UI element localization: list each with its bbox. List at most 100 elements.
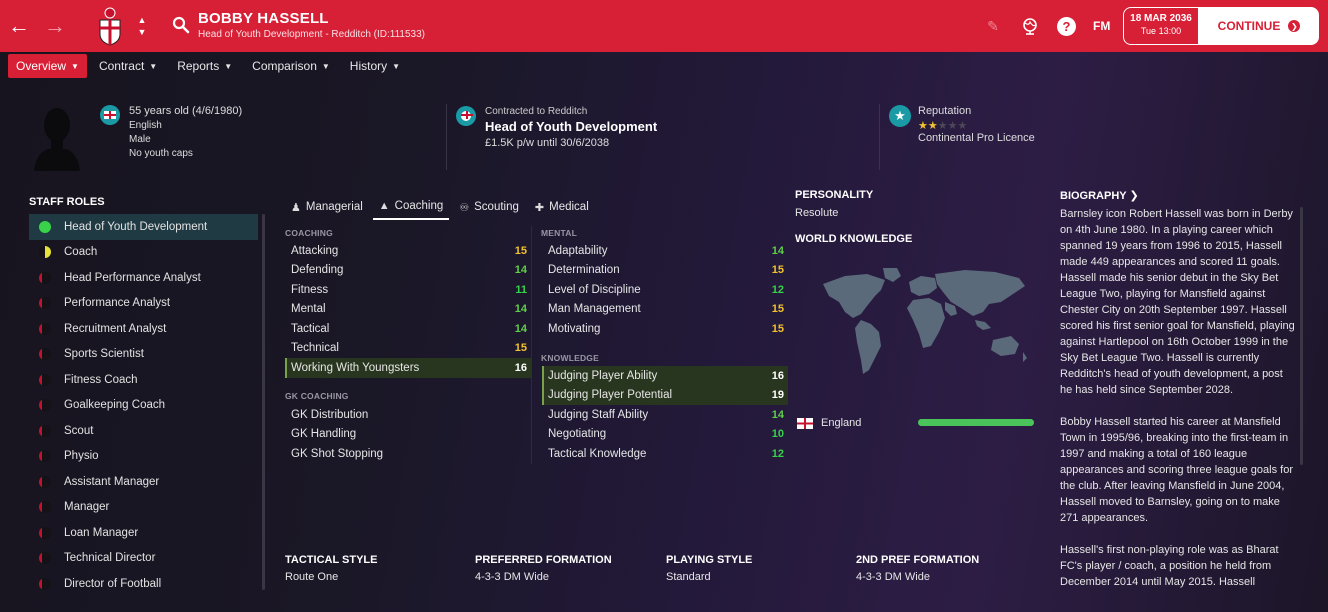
staff-role-row[interactable]: Loan Manager xyxy=(29,520,258,546)
subnav-comparison[interactable]: Comparison ▼ xyxy=(244,54,338,78)
staff-name-title: BOBBY HASSELL xyxy=(198,10,329,27)
reputation-label: Reputation xyxy=(918,105,972,117)
fm-logo[interactable]: FM xyxy=(1093,19,1111,33)
personality-title: PERSONALITY xyxy=(795,189,874,201)
tab-scouting[interactable]: ♾ Scouting xyxy=(453,194,525,220)
attribute-row[interactable]: Tactical Knowledge 12 xyxy=(542,444,788,464)
second-formation-value: 4-3-3 DM Wide xyxy=(856,571,930,583)
biography-link[interactable]: BIOGRAPHY ❯ xyxy=(1060,189,1139,202)
star-icon: ★ xyxy=(927,120,938,132)
staff-role-label: Head Performance Analyst xyxy=(64,271,201,284)
staff-role-label: Loan Manager xyxy=(64,526,139,539)
attribute-row[interactable]: Determination 15 xyxy=(542,261,788,281)
chevron-down-icon: ▼ xyxy=(224,61,233,71)
profile-divider xyxy=(879,104,880,170)
attribute-row[interactable]: Working With Youngsters 16 xyxy=(285,358,531,378)
attribute-row[interactable]: Tactical 14 xyxy=(285,319,531,339)
staff-role-label: Technical Director xyxy=(64,552,156,565)
game-date: 18 MAR 2036 xyxy=(1130,13,1192,24)
club-badge-icon xyxy=(456,106,476,126)
subnav-overview[interactable]: Overview ▼ xyxy=(8,54,87,78)
attribute-row[interactable]: Adaptability 14 xyxy=(542,241,788,261)
attribute-row[interactable]: Technical 15 xyxy=(285,339,531,359)
staff-role-row[interactable]: Goalkeeping Coach xyxy=(29,393,258,419)
role-suitability-icon xyxy=(39,552,51,565)
staff-role-row[interactable]: Technical Director xyxy=(29,546,258,572)
attribute-name: GK Distribution xyxy=(291,408,369,421)
help-icon[interactable]: ? xyxy=(1057,17,1076,36)
world-knowledge-country-row: England xyxy=(797,413,1039,433)
continue-arrow-icon: ❯ xyxy=(1288,20,1301,32)
staff-role-row[interactable]: Sports Scientist xyxy=(29,342,258,368)
pencil-icon[interactable]: ✎ xyxy=(987,17,999,34)
attribute-divider xyxy=(531,226,532,464)
game-date-box[interactable]: 18 MAR 2036 Tue 13:00 xyxy=(1123,7,1199,45)
forward-arrow-icon[interactable]: → xyxy=(44,13,66,38)
attribute-row[interactable]: Attacking 15 xyxy=(285,241,531,261)
globe-icon[interactable] xyxy=(1021,17,1039,35)
game-time: Tue 13:00 xyxy=(1140,26,1182,36)
person-icon: ♟ xyxy=(291,201,301,214)
tab-medical[interactable]: ✚ Medical xyxy=(529,194,595,220)
medical-kit-icon: ✚ xyxy=(534,201,545,214)
continue-button[interactable]: CONTINUE ❯ xyxy=(1199,7,1319,45)
mental-attributes: Adaptability 14 Determination 15 Level of Di… xyxy=(542,241,788,339)
staff-switch-chevrons-icon[interactable]: ▲ ▼ xyxy=(137,15,147,37)
attribute-name: Level of Discipline xyxy=(548,283,641,296)
attribute-row[interactable]: Defending 14 xyxy=(285,261,531,281)
chevron-down-icon: ▼ xyxy=(71,61,79,71)
knowledge-attributes: Judging Player Ability 16 Judging Player P… xyxy=(542,366,788,464)
staff-role-row[interactable]: Recruitment Analyst xyxy=(29,316,258,342)
biography-scrollbar[interactable] xyxy=(1300,207,1303,465)
gk-section-title: GK COACHING xyxy=(285,391,349,401)
attribute-name: Mental xyxy=(291,303,326,316)
staff-role-row[interactable]: Manager xyxy=(29,495,258,521)
attribute-row[interactable]: Judging Player Potential 19 xyxy=(542,385,788,405)
second-formation-title: 2ND PREF FORMATION xyxy=(856,554,980,566)
subnav-contract[interactable]: Contract ▼ xyxy=(91,54,165,78)
attribute-row[interactable]: GK Shot Stopping xyxy=(285,444,531,464)
attribute-name: Tactical xyxy=(291,322,330,335)
attribute-row[interactable]: GK Distribution xyxy=(285,405,531,425)
back-arrow-icon[interactable]: ← xyxy=(8,13,30,38)
staff-role-row[interactable]: Scout xyxy=(29,418,258,444)
attribute-row[interactable]: Motivating 15 xyxy=(542,319,788,339)
staff-role-label: Recruitment Analyst xyxy=(64,322,167,335)
attribute-name: GK Handling xyxy=(291,428,357,441)
attribute-row[interactable]: Man Management 15 xyxy=(542,300,788,320)
staff-role-label: Assistant Manager xyxy=(64,475,160,488)
attribute-row[interactable]: Judging Staff Ability 14 xyxy=(542,405,788,425)
staff-role-row[interactable]: Fitness Coach xyxy=(29,367,258,393)
staff-role-row[interactable]: Head of Youth Development xyxy=(29,214,258,240)
subnav-history[interactable]: History ▼ xyxy=(342,54,408,78)
attribute-row[interactable]: Judging Player Ability 16 xyxy=(542,366,788,386)
staff-role-row[interactable]: Head Performance Analyst xyxy=(29,265,258,291)
staff-role-row[interactable]: Coach xyxy=(29,240,258,266)
role-suitability-icon xyxy=(39,271,51,284)
search-icon[interactable] xyxy=(172,16,190,34)
attribute-row[interactable]: GK Handling xyxy=(285,425,531,445)
staff-role-row[interactable]: Director of Football xyxy=(29,571,258,597)
attribute-row[interactable]: Level of Discipline 12 xyxy=(542,280,788,300)
world-knowledge-bar-fill xyxy=(918,419,1034,426)
attribute-name: Man Management xyxy=(548,303,641,316)
attribute-value: 15 xyxy=(771,303,784,316)
staff-role-row[interactable]: Performance Analyst xyxy=(29,291,258,317)
staff-role-label: Head of Youth Development xyxy=(64,220,208,233)
role-suitability-icon xyxy=(39,322,51,335)
tab-coaching[interactable]: ▲ Coaching xyxy=(372,194,450,220)
attribute-name: Attacking xyxy=(291,244,339,257)
attribute-tabs: ♟ Managerial ▲ Coaching ♾ Scouting ✚ Medical xyxy=(285,194,599,220)
attribute-row[interactable]: Mental 14 xyxy=(285,300,531,320)
roles-scrollbar[interactable] xyxy=(262,214,265,590)
playing-style-value: Standard xyxy=(666,571,711,583)
club-crest-icon[interactable] xyxy=(96,6,124,46)
staff-role-row[interactable]: Physio xyxy=(29,444,258,470)
contract-club[interactable]: Contracted to Redditch xyxy=(485,106,588,117)
attribute-row[interactable]: Fitness 11 xyxy=(285,280,531,300)
staff-role-row[interactable]: Assistant Manager xyxy=(29,469,258,495)
tab-managerial[interactable]: ♟ Managerial xyxy=(285,194,369,220)
subnav-reports[interactable]: Reports ▼ xyxy=(169,54,240,78)
attribute-value: 16 xyxy=(771,369,784,382)
attribute-row[interactable]: Negotiating 10 xyxy=(542,425,788,445)
